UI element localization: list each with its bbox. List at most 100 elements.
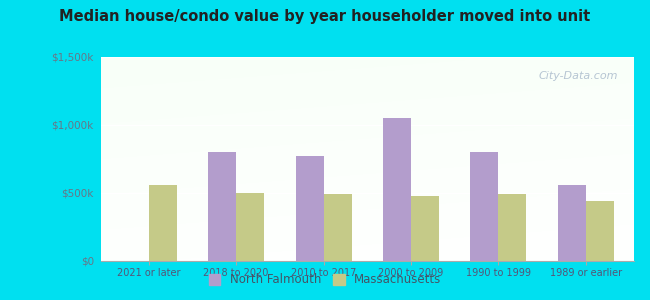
Bar bbox=[101, 98, 634, 100]
Bar bbox=[101, 73, 634, 75]
Bar bbox=[101, 175, 634, 177]
Bar bbox=[101, 102, 634, 104]
Bar bbox=[101, 124, 634, 126]
Bar bbox=[101, 208, 634, 210]
Bar bbox=[101, 179, 634, 182]
Bar bbox=[101, 251, 634, 253]
Bar bbox=[101, 110, 634, 112]
Bar bbox=[101, 177, 634, 179]
Bar bbox=[101, 220, 634, 222]
Bar bbox=[101, 141, 634, 143]
Bar bbox=[101, 77, 634, 80]
Bar bbox=[101, 130, 634, 133]
Bar bbox=[101, 190, 634, 192]
Bar bbox=[101, 57, 634, 59]
Bar bbox=[101, 218, 634, 220]
Bar bbox=[101, 106, 634, 108]
Bar bbox=[101, 216, 634, 218]
Bar bbox=[101, 133, 634, 134]
Bar bbox=[101, 214, 634, 216]
Bar bbox=[101, 65, 634, 67]
Bar bbox=[101, 100, 634, 102]
Bar bbox=[499, 194, 526, 261]
Bar bbox=[101, 139, 634, 141]
Bar bbox=[101, 90, 634, 92]
Bar bbox=[101, 116, 634, 118]
Bar bbox=[101, 92, 634, 94]
Bar bbox=[101, 161, 634, 163]
Bar bbox=[101, 104, 634, 106]
Bar bbox=[101, 112, 634, 114]
Bar bbox=[101, 249, 634, 251]
Bar bbox=[101, 169, 634, 171]
Bar bbox=[101, 182, 634, 184]
Bar bbox=[149, 185, 177, 261]
Bar bbox=[101, 163, 634, 165]
Legend: North Falmouth, Massachusetts: North Falmouth, Massachusetts bbox=[204, 269, 446, 291]
Bar bbox=[101, 145, 634, 147]
Bar bbox=[101, 241, 634, 243]
Bar bbox=[101, 118, 634, 120]
Bar bbox=[101, 96, 634, 98]
Bar bbox=[101, 80, 634, 82]
Bar bbox=[101, 196, 634, 198]
Bar bbox=[101, 206, 634, 208]
Bar bbox=[101, 226, 634, 228]
Text: Median house/condo value by year householder moved into unit: Median house/condo value by year househo… bbox=[59, 9, 591, 24]
Bar bbox=[101, 83, 634, 85]
Bar bbox=[101, 153, 634, 155]
Bar bbox=[101, 114, 634, 116]
Bar bbox=[101, 94, 634, 96]
Bar bbox=[101, 126, 634, 128]
Bar bbox=[101, 228, 634, 230]
Text: City-Data.com: City-Data.com bbox=[538, 71, 617, 81]
Bar bbox=[101, 173, 634, 175]
Bar bbox=[101, 188, 634, 190]
Bar bbox=[101, 255, 634, 257]
Bar bbox=[101, 185, 634, 188]
Bar bbox=[586, 201, 614, 261]
Bar bbox=[101, 67, 634, 69]
Bar bbox=[101, 85, 634, 88]
Bar bbox=[101, 212, 634, 214]
Bar bbox=[101, 202, 634, 204]
Bar bbox=[101, 120, 634, 122]
Bar bbox=[101, 63, 634, 65]
Bar bbox=[558, 185, 586, 261]
Bar bbox=[101, 61, 634, 63]
Bar bbox=[101, 236, 634, 238]
Bar bbox=[101, 238, 634, 241]
Bar bbox=[101, 75, 634, 77]
Bar bbox=[101, 134, 634, 136]
Bar bbox=[101, 232, 634, 235]
Bar bbox=[101, 108, 634, 110]
Bar bbox=[101, 210, 634, 212]
Bar bbox=[101, 235, 634, 236]
Bar bbox=[296, 156, 324, 261]
Bar bbox=[208, 152, 236, 261]
Bar bbox=[383, 118, 411, 261]
Bar bbox=[101, 128, 634, 130]
Bar bbox=[101, 192, 634, 194]
Bar bbox=[101, 224, 634, 226]
Bar bbox=[101, 230, 634, 232]
Bar bbox=[471, 152, 499, 261]
Bar bbox=[101, 257, 634, 259]
Bar bbox=[101, 82, 634, 83]
Bar bbox=[101, 243, 634, 245]
Bar bbox=[101, 59, 634, 61]
Bar bbox=[101, 149, 634, 151]
Bar bbox=[101, 159, 634, 161]
Bar bbox=[101, 171, 634, 173]
Bar bbox=[101, 253, 634, 255]
Bar bbox=[101, 247, 634, 249]
Bar bbox=[101, 204, 634, 206]
Bar bbox=[101, 88, 634, 90]
Bar bbox=[101, 245, 634, 247]
Bar bbox=[101, 143, 634, 145]
Bar bbox=[101, 194, 634, 196]
Bar bbox=[101, 69, 634, 71]
Bar bbox=[101, 259, 634, 261]
Bar bbox=[101, 136, 634, 139]
Bar bbox=[101, 167, 634, 169]
